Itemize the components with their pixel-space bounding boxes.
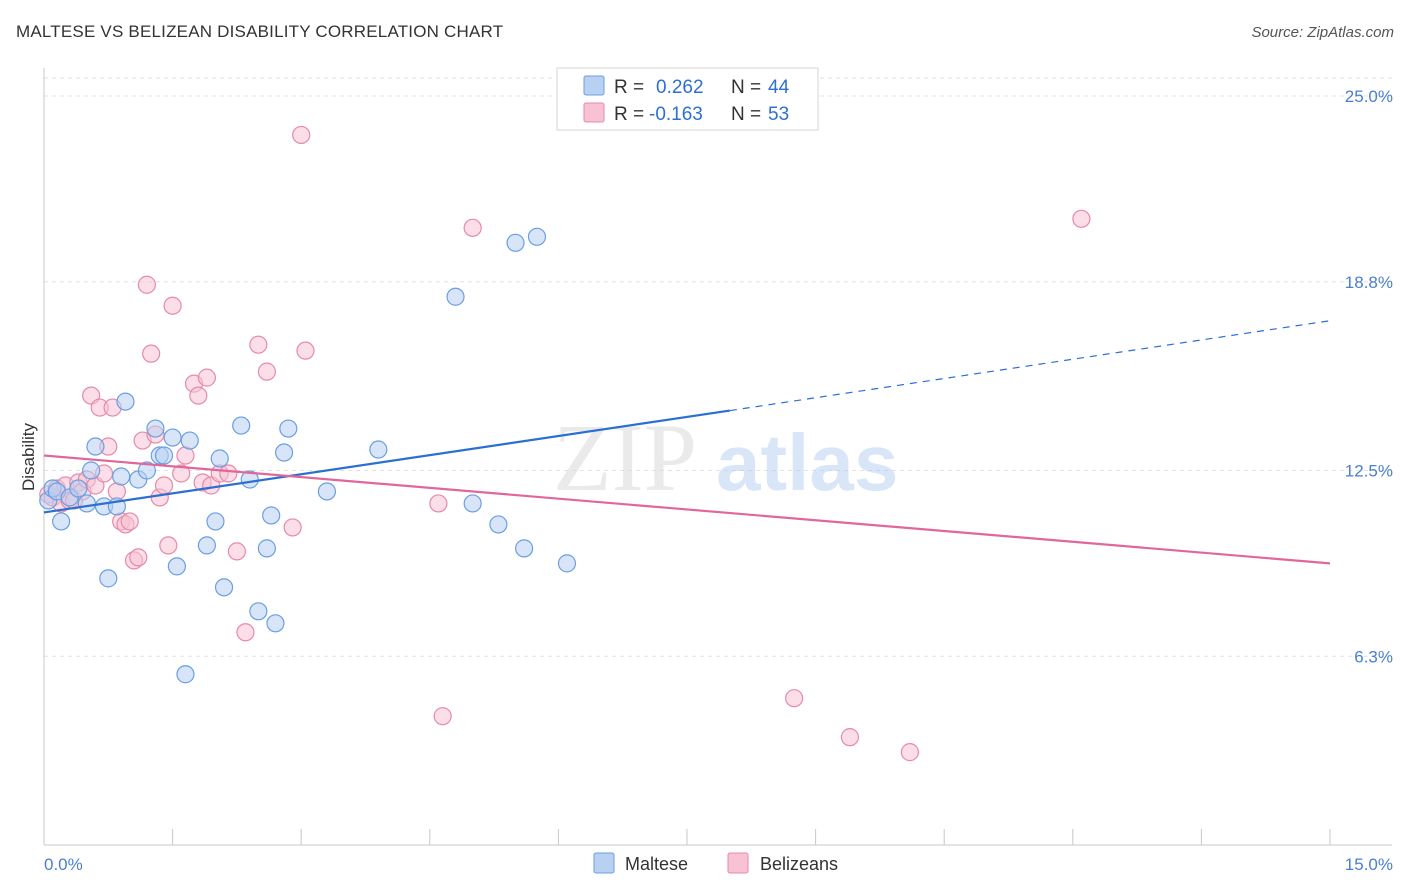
trend-lines [43,320,1331,565]
belizeans-point [296,341,315,360]
maltese-point [274,443,294,462]
belizeans-point [129,548,148,567]
legend-n-value-belizeans: 53 [768,104,789,125]
belizeans-point [292,125,311,145]
belizeans-point [785,689,804,708]
belizeans-point [900,743,920,762]
legend-swatch-belizeans [583,102,605,123]
y-tick-label: 25.0% [1345,87,1393,106]
belizeans-point [433,707,452,726]
legend-n-value-maltese: 44 [768,77,790,98]
bottom-legend: Maltese Belizeans [593,852,838,874]
data-points [39,125,1091,762]
maltese-point [240,470,259,489]
maltese-point [137,461,156,480]
belizeans-point [283,518,302,537]
belizeans-point [172,464,191,483]
y-tick-label: 12.5% [1345,462,1393,481]
x-tick-label: 0.0% [44,855,83,874]
maltese-point [82,461,101,480]
maltese-point [557,554,577,573]
legend-n-label-maltese: N = [731,77,761,98]
legend-n-label-belizeans: N = [731,104,761,125]
belizeans-point [1072,209,1091,228]
belizeans-point [236,623,255,642]
belizeans-point [463,218,482,237]
maltese-point [154,446,174,465]
belizeans-point [120,512,139,531]
belizeans-point [176,446,195,465]
maltese-point [463,494,482,513]
watermark: ZIP atlas [553,404,898,511]
maltese-point [232,416,251,435]
maltese-point [77,494,96,513]
maltese-point [249,602,268,621]
watermark-atlas: atlas [716,418,898,507]
belizeans-point [429,494,448,513]
belizeans-point [159,536,178,555]
belizeans-point [840,728,859,747]
maltese-point [52,512,71,531]
bottom-legend-swatch-maltese [593,852,615,874]
legend-r-label-belizeans: R = [614,104,644,125]
maltese-point [116,392,135,411]
maltese-point [489,515,508,534]
belizeans-point [163,296,182,315]
gridlines [44,77,1392,657]
maltese-point [206,512,225,531]
maltese-point [112,467,131,486]
maltese-point [527,227,547,246]
maltese-point [369,440,388,459]
legend-r-label-maltese: R = [614,77,644,98]
belizeans-point [189,386,208,405]
chart-title: MALTESE VS BELIZEAN DISABILITY CORRELATI… [16,22,504,41]
maltese-trend-extension [729,320,1331,412]
maltese-point [262,506,281,525]
maltese-point [69,479,88,498]
belizeans-point [197,368,216,387]
maltese-point [146,419,165,438]
maltese-point [257,539,277,558]
legend-r-value-maltese: 0.262 [656,77,704,98]
belizeans-point [154,476,174,495]
maltese-point [163,428,182,447]
source-label: Source: ZipAtlas.com [1251,24,1394,41]
belizeans-point [227,542,246,561]
maltese-point [99,569,118,588]
maltese-point [515,539,534,558]
maltese-point [266,614,285,633]
belizeans-trend-line [43,454,1331,565]
watermark-zip: ZIP [553,404,697,511]
belizeans-point [219,464,238,483]
legend-swatch-maltese [583,75,605,96]
bottom-legend-label-belizeans: Belizeans [760,854,838,874]
maltese-point [210,449,229,468]
top-legend: R = 0.262 N = 44 R = -0.163 N = 53 [556,67,819,131]
maltese-point [279,419,298,438]
maltese-point [180,431,199,450]
belizeans-point [142,344,161,363]
bottom-legend-swatch-belizeans [727,852,749,874]
maltese-point [167,557,186,576]
maltese-point [214,578,234,597]
maltese-point [197,536,216,555]
bottom-legend-label-maltese: Maltese [625,854,688,874]
tick-labels: 6.3% 12.5% 18.8% 25.0% 0.0% 15.0% [44,87,1393,874]
belizeans-point [249,335,268,354]
y-tick-label: 6.3% [1354,647,1393,666]
maltese-point [446,287,465,306]
maltese-trend-line [43,409,731,514]
maltese-point [506,233,525,252]
legend-r-value-belizeans: -0.163 [649,104,703,125]
y-axis-label: Disability [19,422,38,491]
y-tick-label: 18.8% [1345,273,1393,292]
belizeans-point [137,275,156,294]
maltese-point [317,482,337,501]
x-tick-label: 15.0% [1345,855,1393,874]
maltese-point [176,665,195,684]
belizeans-point [257,362,277,381]
maltese-point [86,437,105,456]
